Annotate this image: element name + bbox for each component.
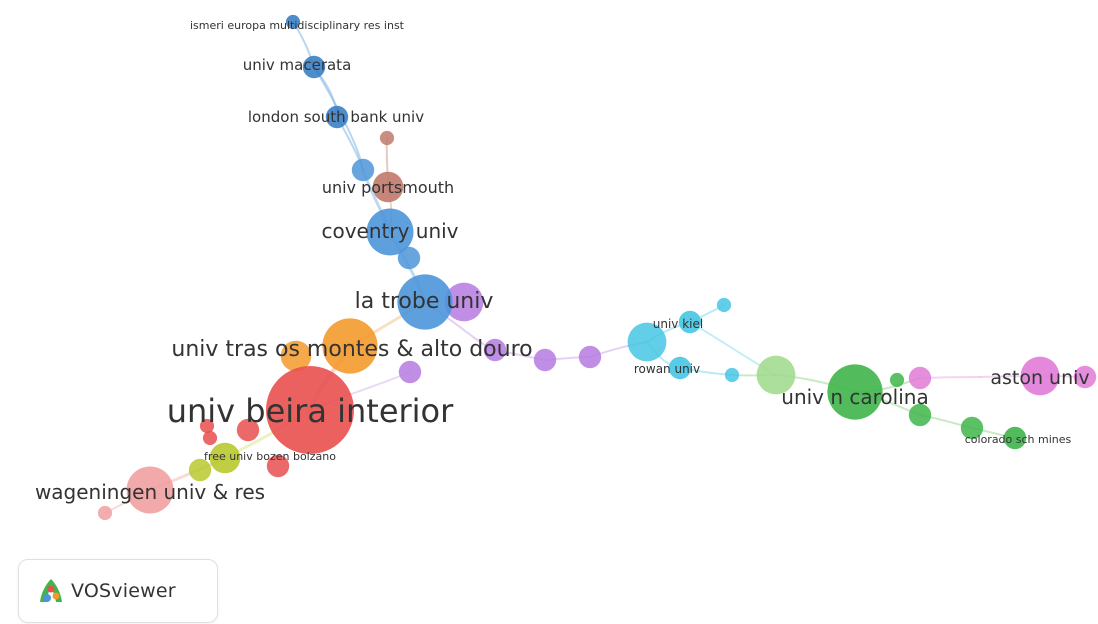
minor-node[interactable] — [724, 367, 740, 383]
vosviewer-badge[interactable]: VOSviewer — [18, 559, 218, 623]
minor-node[interactable] — [266, 454, 290, 478]
minor-node[interactable] — [483, 338, 507, 362]
minor-node[interactable] — [379, 130, 395, 146]
minor-node[interactable] — [889, 372, 905, 388]
node-utad[interactable] — [322, 318, 378, 374]
minor-node[interactable] — [236, 418, 260, 442]
node-coventry[interactable] — [366, 208, 414, 256]
minor-node-layer — [97, 130, 1097, 521]
minor-node[interactable] — [960, 416, 984, 440]
minor-node[interactable] — [202, 430, 218, 446]
node-ubi[interactable] — [266, 366, 354, 454]
node-label-aston[interactable]: aston univ — [990, 367, 1089, 389]
node-label-unc[interactable]: univ n carolina — [781, 385, 928, 409]
node-mines[interactable] — [1003, 426, 1027, 450]
node-kiel[interactable] — [678, 310, 702, 334]
minor-node[interactable] — [97, 505, 113, 521]
minor-node[interactable] — [188, 458, 212, 482]
minor-node[interactable] — [578, 345, 602, 369]
node-aston[interactable] — [1020, 356, 1060, 396]
minor-node[interactable] — [533, 348, 557, 372]
node-bolzano[interactable] — [209, 442, 241, 474]
node-label-mines[interactable]: colorado sch mines — [965, 433, 1072, 446]
node-rowan[interactable] — [668, 356, 692, 380]
minor-node[interactable] — [756, 355, 796, 395]
node-wageningen[interactable] — [126, 466, 174, 514]
node-latrobe[interactable] — [397, 274, 453, 330]
node-label-utad[interactable]: univ tras os montes & alto douro — [171, 337, 532, 362]
minor-node[interactable] — [398, 360, 422, 384]
node-label-lsbu[interactable]: london south bank univ — [248, 108, 424, 126]
minor-node[interactable] — [351, 158, 375, 182]
minor-node[interactable] — [397, 246, 421, 270]
node-label-ubi[interactable]: univ beira interior — [167, 392, 454, 430]
minor-node[interactable] — [444, 282, 484, 322]
node-portsmouth[interactable] — [372, 171, 404, 203]
node-label-ismeri[interactable]: ismeri europa multidisciplinary res inst — [190, 19, 405, 32]
node-label-coventry[interactable]: coventry univ — [321, 219, 458, 243]
minor-node[interactable] — [627, 322, 667, 362]
node-label-wageningen[interactable]: wageningen univ & res — [35, 480, 265, 504]
app-name: VOSviewer — [71, 580, 176, 602]
minor-node[interactable] — [280, 340, 312, 372]
node-macerata[interactable] — [302, 55, 326, 79]
label-layer: ismeri europa multidisciplinary res inst… — [35, 19, 1090, 504]
minor-node[interactable] — [908, 403, 932, 427]
node-label-kiel[interactable]: univ kiel — [653, 317, 703, 331]
node-unc[interactable] — [827, 364, 883, 420]
vosviewer-logo-icon — [40, 579, 62, 602]
node-label-latrobe[interactable]: la trobe univ — [355, 289, 494, 314]
node-label-portsmouth[interactable]: univ portsmouth — [322, 178, 454, 197]
node-label-rowan[interactable]: rowan univ — [634, 362, 700, 376]
node-ismeri[interactable] — [285, 14, 301, 30]
node-label-macerata[interactable]: univ macerata — [243, 56, 352, 74]
minor-node[interactable] — [1073, 365, 1097, 389]
major-node-layer — [126, 14, 1060, 514]
minor-node[interactable] — [716, 297, 732, 313]
minor-node[interactable] — [199, 418, 215, 434]
node-label-bolzano[interactable]: free univ bozen bolzano — [204, 450, 336, 463]
node-lsbu[interactable] — [325, 105, 349, 129]
minor-node[interactable] — [908, 366, 932, 390]
